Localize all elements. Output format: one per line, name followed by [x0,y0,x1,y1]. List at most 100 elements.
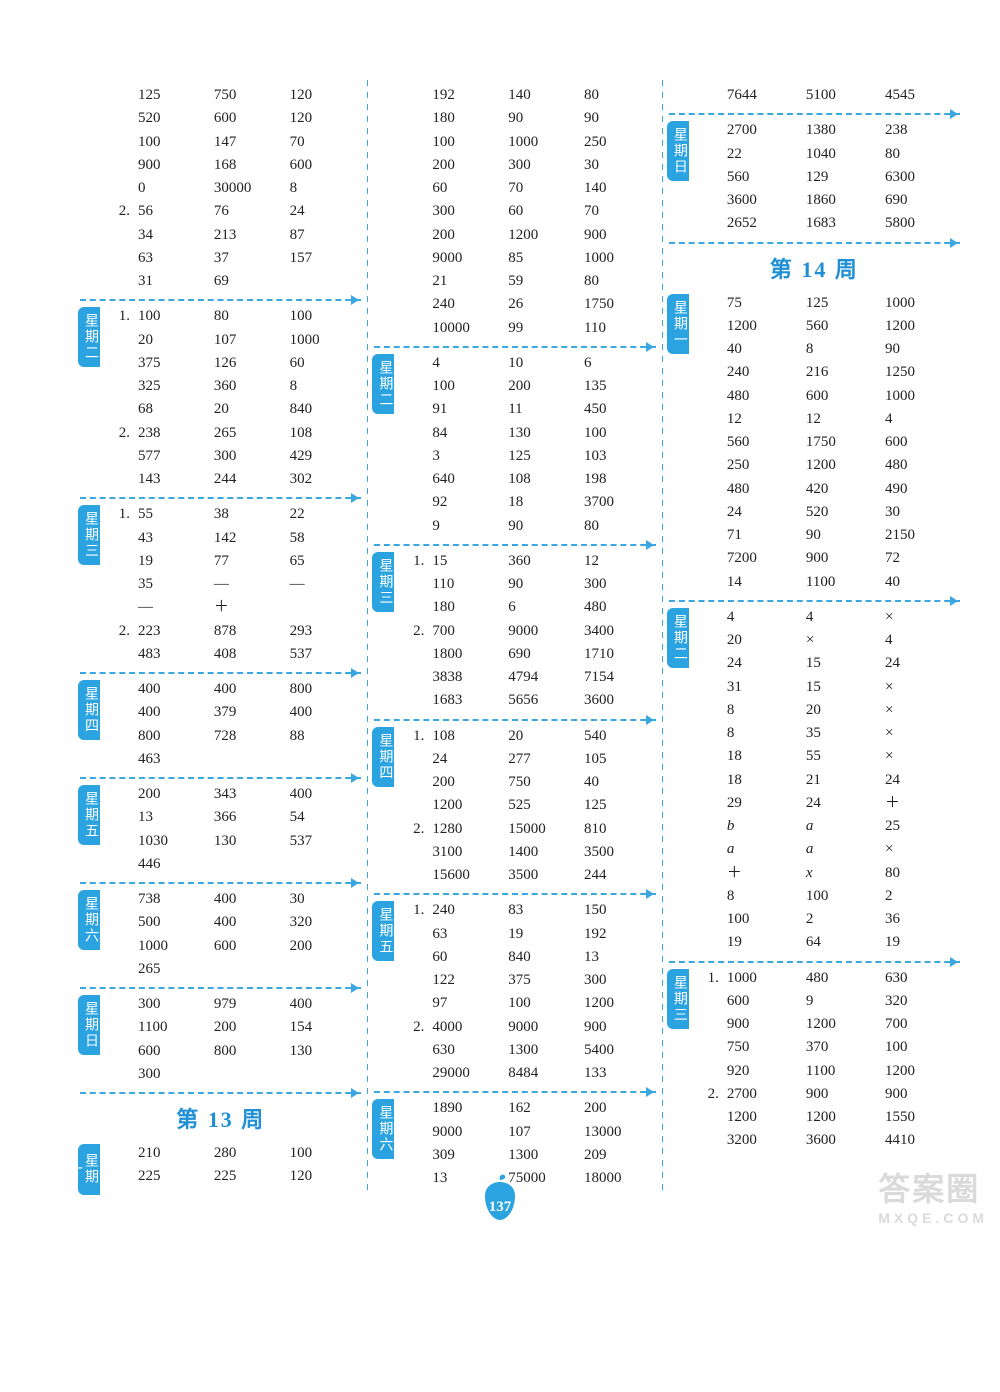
cell: 108 [428,725,504,748]
cell: 400 [134,678,210,701]
data-row: 24277105 [396,748,655,771]
data-row: aa× [691,838,960,861]
cell: 1280 [428,818,504,841]
cell: 250 [580,131,656,154]
data-row: 35—— [102,573,361,596]
cell: 3600 [580,689,656,712]
data-row: ＋x80 [691,862,960,885]
row-label: 1. [402,725,428,748]
cell: 87 [286,224,362,247]
day-tab: 星期五 [372,901,394,961]
cell: ＋ [723,862,802,885]
cell [210,958,286,981]
row-label [697,166,723,189]
cell: 90 [504,107,580,130]
cell: 560 [723,431,802,454]
cell: 30 [286,888,362,911]
row-label [108,224,134,247]
cell: 300 [580,969,656,992]
cell: 3838 [428,666,504,689]
cell: 343 [210,783,286,806]
data-row: 500400320 [102,911,361,934]
row-label: 2. [108,422,134,445]
cell: × [802,629,881,652]
cell: 2652 [723,212,802,235]
data-row: 120012001550 [691,1106,960,1129]
data-row: 12124 [691,408,960,431]
cell: 300 [210,445,286,468]
cell: 13000 [580,1121,656,1144]
cell: 630 [881,967,960,990]
row-label [697,1106,723,1129]
cell: a [802,815,881,838]
cell: 277 [504,748,580,771]
cell: 280 [210,1142,286,1165]
cell: 55 [134,503,210,526]
answer-section: 星期日3009794001100200154600800130300 [80,989,361,1094]
cell: 450 [580,398,656,421]
cell: 3500 [504,864,580,887]
day-tab: 星期一 [78,1144,100,1195]
cell: 1100 [802,571,881,594]
cell: 463 [134,748,210,771]
cell: 1000 [881,385,960,408]
watermark-sub: MXQE.COM [878,1210,988,1226]
day-tab: 星期二 [78,307,100,367]
data-row: 1.10080100 [102,305,361,328]
cell: 3700 [580,491,656,514]
cell: 129 [802,166,881,189]
cell: 18 [723,769,802,792]
cell: 192 [580,923,656,946]
cell: 130 [504,422,580,445]
cell: 1300 [504,1039,580,1062]
cell: 60 [428,946,504,969]
cell: 8 [723,699,802,722]
data-row: 1809090 [396,107,655,130]
cell: 9000 [504,1016,580,1039]
row-label [697,931,723,954]
cell: 238 [881,119,960,142]
cell: 1000 [134,935,210,958]
cell: 77 [210,550,286,573]
data-row: 720090072 [691,547,960,570]
answer-section: 星期六738400305004003201000600200265 [80,884,361,989]
data-row: 1.1536012 [396,550,655,573]
data-row: 971001200 [396,992,655,1015]
cell: 265 [134,958,210,981]
cell: 600 [210,107,286,130]
row-label [697,315,723,338]
cell: 300 [134,993,210,1016]
day-tab: 星期日 [78,995,100,1055]
week-title: 第 13 周 [80,1094,361,1138]
row-label [697,838,723,861]
row-label [108,853,134,876]
cell: 157 [286,247,362,270]
row-label [402,352,428,375]
row-label [402,515,428,538]
cell: 142 [210,527,286,550]
cell: 59 [504,270,580,293]
data-row: —＋ [102,596,361,619]
data-row: 4806001000 [691,385,960,408]
cell: 19 [504,923,580,946]
cell: 55 [802,745,881,768]
cell: 320 [286,911,362,934]
cell: 110 [428,573,504,596]
data-row: 1100200154 [102,1016,361,1039]
cell: 125 [580,794,656,817]
cell: 76 [210,200,286,223]
cell: 690 [504,643,580,666]
row-label [697,292,723,315]
data-row: 3115× [691,676,960,699]
row-label [108,445,134,468]
cell: 728 [210,725,286,748]
cell: 130 [286,1040,362,1063]
cell: 15600 [428,864,504,887]
cell: 18000 [580,1167,656,1190]
data-row: 2402161250 [691,361,960,384]
data-row: 80072888 [102,725,361,748]
cell: 100 [580,422,656,445]
cell: 429 [286,445,362,468]
data-row: 99080 [396,515,655,538]
row-label [697,652,723,675]
